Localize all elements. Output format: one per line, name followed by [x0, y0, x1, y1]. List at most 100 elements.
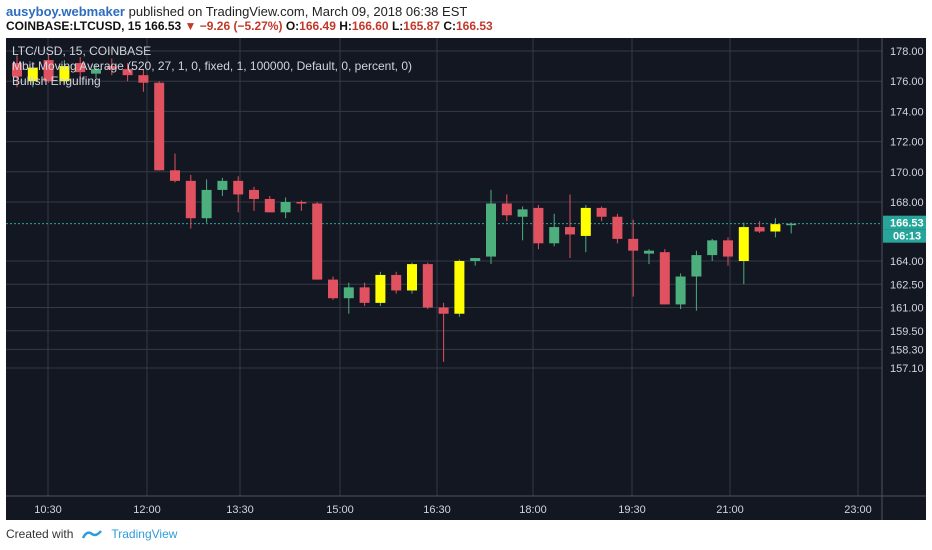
- candle-body: [596, 207, 607, 217]
- tradingview-logo-icon: [82, 530, 103, 539]
- price-tick-label: 174.00: [890, 106, 924, 118]
- price-change: −9.26 (−5.27%): [199, 19, 283, 33]
- candle-body: [407, 264, 417, 291]
- candle-body: [296, 202, 307, 204]
- last-price-badge: [883, 215, 926, 230]
- candle-body: [612, 216, 623, 239]
- symbol-ohlc-line: COINBASE:LTCUSD, 15 166.53 ▼ −9.26 (−5.2…: [6, 19, 493, 33]
- price-tick-label: 170.00: [890, 167, 924, 179]
- price-tick-label: 178.00: [890, 46, 924, 58]
- candle-body: [565, 227, 575, 235]
- high-value: 166.60: [351, 19, 389, 33]
- candle-body: [154, 82, 165, 171]
- candle-body: [91, 69, 101, 74]
- symbol-label: COINBASE:LTCUSD, 15: [6, 19, 142, 33]
- candle-body: [233, 180, 244, 195]
- candle-body: [12, 63, 22, 77]
- publish-info: ausyboy.webmaker published on TradingVie…: [6, 4, 467, 19]
- candle-body: [375, 274, 386, 303]
- price-tick-label: 164.00: [890, 256, 924, 268]
- candle-body: [343, 287, 354, 299]
- down-arrow-icon: ▼: [184, 19, 197, 33]
- candle-body: [659, 252, 670, 305]
- candle-body: [422, 264, 433, 308]
- price-tick-label: 176.00: [890, 76, 924, 88]
- time-axis: 10:30 12:00 13:30 15:00 16:30 18:00 19:30 21:00…: [34, 504, 872, 516]
- candle-body: [122, 69, 133, 76]
- time-tick-label: 23:00: [844, 504, 872, 516]
- candle-body: [533, 207, 544, 244]
- candle-body: [770, 224, 781, 232]
- footer: Created with TradingView: [6, 527, 177, 541]
- candle-body: [454, 261, 465, 314]
- low-value: 165.87: [403, 19, 440, 33]
- candle-body: [359, 287, 370, 303]
- published-text: published on TradingView.com, March 09, …: [128, 4, 468, 19]
- candle-body: [486, 203, 496, 257]
- candle-body: [312, 203, 323, 280]
- countdown-badge: [883, 229, 926, 243]
- candle-body: [644, 250, 654, 254]
- candle-body: [754, 227, 765, 232]
- candle-body: [170, 170, 180, 181]
- candlestick-chart[interactable]: 178.00 176.00 174.00 172.00 170.00 168.00 164.…: [6, 38, 926, 520]
- candle-body: [59, 66, 70, 82]
- candle-body: [628, 238, 639, 251]
- candle-body: [75, 63, 86, 73]
- chart-panel[interactable]: 178.00 176.00 174.00 172.00 170.00 168.00 164.…: [6, 38, 926, 520]
- price-tick-label: 157.10: [890, 363, 924, 375]
- created-with-text: Created with: [6, 527, 74, 541]
- candle-body: [580, 207, 591, 236]
- author-name[interactable]: ausyboy.webmaker: [6, 4, 125, 19]
- candle-body: [691, 255, 702, 277]
- candle-body: [470, 258, 481, 261]
- price-tick-label: 162.50: [890, 279, 924, 291]
- candle-body: [106, 66, 117, 70]
- time-tick-label: 21:00: [716, 504, 744, 516]
- last-price: 166.53: [144, 19, 182, 33]
- candle-body: [707, 240, 718, 256]
- candle-body: [185, 180, 196, 219]
- price-tick-label: 172.00: [890, 137, 924, 149]
- legend-pattern[interactable]: Bullish Engulfing: [12, 74, 101, 88]
- candle-body: [27, 67, 38, 82]
- price-tick-label: 159.50: [890, 326, 924, 338]
- candle-body: [501, 203, 512, 216]
- candle-body: [438, 307, 449, 314]
- candle-body: [549, 227, 560, 244]
- candle-body: [786, 223, 797, 226]
- time-tick-label: 10:30: [34, 504, 62, 516]
- time-tick-label: 15:00: [326, 504, 354, 516]
- close-value: 166.53: [455, 19, 493, 33]
- legend-indicator[interactable]: Mbit Moving Average (520, 27, 1, 0, fixe…: [12, 59, 412, 73]
- candle-body: [738, 227, 749, 261]
- price-tick-label: 158.30: [890, 344, 924, 356]
- grid-lines: [6, 38, 882, 496]
- open-value: 166.49: [299, 19, 336, 33]
- time-tick-label: 13:30: [226, 504, 254, 516]
- time-tick-label: 16:30: [423, 504, 451, 516]
- candle-body: [249, 189, 259, 199]
- time-tick-label: 19:30: [618, 504, 646, 516]
- price-axis: 178.00 176.00 174.00 172.00 170.00 168.00 164.…: [883, 46, 926, 375]
- candle-body: [328, 279, 338, 299]
- last-price-label: 166.53: [890, 218, 924, 230]
- candle-body: [517, 209, 528, 217]
- candle-body: [264, 198, 275, 213]
- time-tick-label: 12:00: [133, 504, 161, 516]
- candle-body: [201, 189, 212, 219]
- legend-title: LTC/USD, 15, COINBASE: [12, 44, 151, 58]
- candle-body: [217, 180, 228, 190]
- candle-body: [43, 60, 54, 82]
- price-tick-label: 161.00: [890, 303, 924, 315]
- candles: [12, 54, 797, 362]
- countdown-label: 06:13: [893, 231, 921, 243]
- candle-body: [723, 240, 733, 257]
- candle-body: [675, 276, 686, 305]
- candle-body: [280, 202, 291, 213]
- price-tick-label: 168.00: [890, 197, 924, 209]
- tradingview-brand[interactable]: TradingView: [111, 527, 178, 541]
- candle-body: [138, 75, 149, 83]
- candle-body: [391, 274, 402, 291]
- time-tick-label: 18:00: [519, 504, 547, 516]
